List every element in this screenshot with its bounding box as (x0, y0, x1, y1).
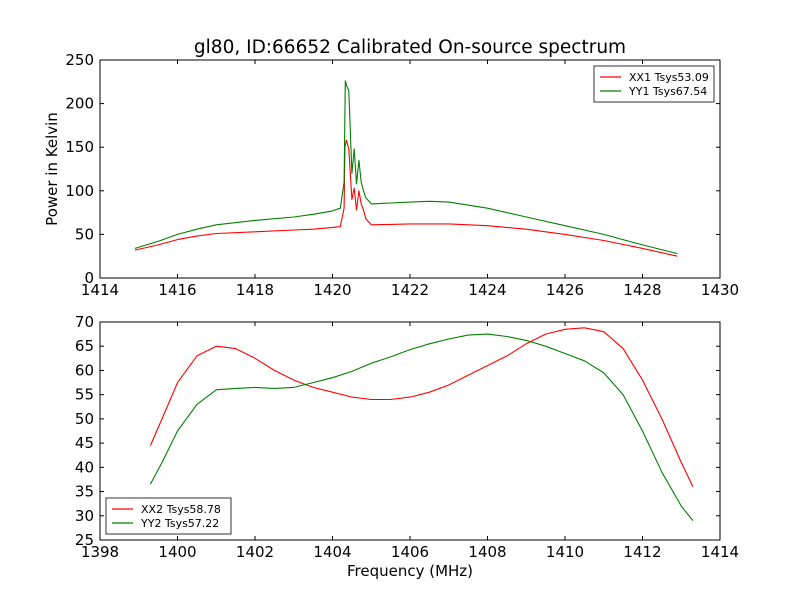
x-tick-label: 1424 (468, 281, 506, 299)
y-tick-label: 100 (65, 182, 94, 200)
y-tick-label: 65 (75, 337, 94, 355)
y-tick-label: 60 (75, 361, 94, 379)
y-tick-label: 70 (75, 313, 94, 331)
legend-label-2: YY2 Tsys57.22 (140, 517, 219, 530)
x-tick-label: 1400 (158, 543, 196, 561)
series-line-1 (134, 139, 678, 257)
x-tick-label: 1404 (313, 543, 351, 561)
x-tick-label: 1406 (391, 543, 429, 561)
series-line-2 (134, 80, 678, 255)
y-tick-label: 50 (75, 225, 94, 243)
y-tick-label: 200 (65, 95, 94, 113)
y-tick-label: 45 (75, 434, 94, 452)
x-tick-label: 1402 (236, 543, 274, 561)
y-tick-label: 55 (75, 386, 94, 404)
x-tick-label: 1414 (701, 543, 739, 561)
chart-title: gl80, ID:66652 Calibrated On-source spec… (194, 37, 626, 58)
legend-box (105, 497, 232, 535)
y-axis-label: Power in Kelvin (43, 112, 61, 226)
legend-box (593, 65, 715, 103)
x-tick-label: 1414 (81, 281, 119, 299)
legend-label-1: XX1 Tsys53.09 (629, 71, 709, 84)
legend-label-2: YY1 Tsys67.54 (628, 85, 707, 98)
x-tick-label: 1422 (391, 281, 429, 299)
y-tick-label: 30 (75, 507, 94, 525)
y-tick-label: 150 (65, 138, 94, 156)
y-tick-label: 250 (65, 51, 94, 69)
x-tick-label: 1418 (236, 281, 274, 299)
y-tick-label: 25 (75, 531, 94, 549)
x-tick-label: 1426 (546, 281, 584, 299)
x-axis-label: Frequency (MHz) (347, 562, 473, 580)
x-tick-label: 1428 (623, 281, 661, 299)
x-tick-label: 1412 (623, 543, 661, 561)
x-tick-label: 1408 (468, 543, 506, 561)
series-line-1 (149, 327, 694, 487)
x-tick-label: 1420 (313, 281, 351, 299)
x-tick-label: 1398 (81, 543, 119, 561)
series-line-2 (149, 333, 694, 521)
y-tick-label: 50 (75, 410, 94, 428)
bottom-spectrum-panel: 1398 1400 1402 1404 1406 1408 1410 1412 1414 25 30… (75, 313, 739, 580)
x-tick-label: 1430 (701, 281, 739, 299)
y-tick-label: 0 (84, 269, 94, 287)
top-spectrum-panel: 1414 1416 1418 1420 1422 1424 1426 1428 1430 0 50 1… (43, 51, 739, 299)
legend-label-1: XX2 Tsys58.78 (141, 503, 221, 516)
x-tick-label: 1410 (546, 543, 584, 561)
y-tick-label: 35 (75, 483, 94, 501)
x-tick-label: 1416 (158, 281, 196, 299)
y-tick-label: 40 (75, 458, 94, 476)
